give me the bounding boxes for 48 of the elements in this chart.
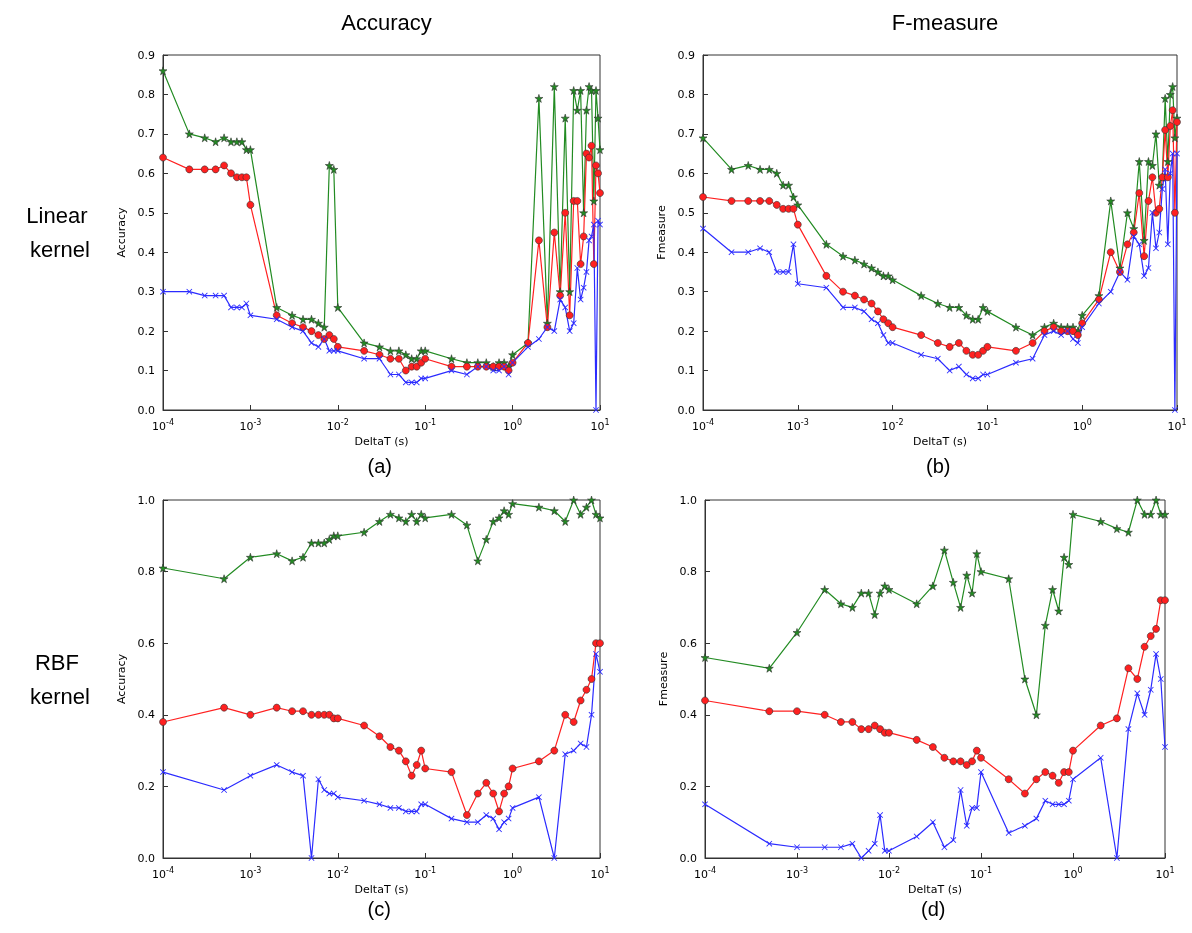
y-tick-label: 0.0 bbox=[677, 403, 695, 417]
y-tick-label: 0.5 bbox=[677, 206, 695, 220]
x-axis-title: DeltaT (s) bbox=[354, 435, 409, 449]
y-axis-title: Fmeasure bbox=[654, 205, 668, 260]
text: (c) bbox=[367, 898, 391, 920]
y-tick-label: 0.0 bbox=[679, 851, 697, 865]
y-tick-label: 0.7 bbox=[137, 127, 155, 141]
x-axis-title: DeltaT (s) bbox=[913, 435, 967, 449]
y-axis-title: Accuracy bbox=[114, 653, 128, 705]
y-axis-title: Accuracy bbox=[114, 206, 128, 258]
y-tick-label: 0.9 bbox=[137, 48, 155, 62]
y-tick-label: 0.0 bbox=[137, 403, 155, 417]
text: (b) bbox=[926, 455, 951, 477]
y-tick-label: 0.4 bbox=[679, 708, 697, 722]
y-tick-label: 0.5 bbox=[137, 206, 155, 220]
y-tick-label: 0.8 bbox=[677, 87, 695, 101]
y-tick-label: 0.4 bbox=[677, 245, 695, 259]
y-tick-label: 0.8 bbox=[137, 565, 155, 579]
y-tick-label: 0.2 bbox=[679, 779, 697, 793]
y-tick-label: 0.9 bbox=[677, 48, 695, 62]
y-tick-label: 0.2 bbox=[677, 324, 695, 338]
y-tick-label: 0.4 bbox=[137, 245, 155, 259]
y-tick-label: 0.6 bbox=[137, 636, 155, 650]
y-tick-label: 0.0 bbox=[137, 851, 155, 865]
text: Linear kernel bbox=[26, 203, 94, 262]
text: (a) bbox=[367, 455, 392, 477]
y-tick-label: 0.3 bbox=[677, 285, 695, 299]
y-tick-label: 0.1 bbox=[137, 364, 155, 378]
text: RBF kernel bbox=[30, 649, 90, 709]
y-tick-label: 0.7 bbox=[677, 127, 695, 141]
y-tick-label: 0.2 bbox=[137, 324, 155, 338]
y-tick-label: 1.0 bbox=[137, 493, 155, 507]
chart-title: F-measure bbox=[891, 9, 999, 35]
y-tick-label: 0.6 bbox=[679, 636, 697, 650]
y-tick-label: 0.6 bbox=[677, 166, 695, 180]
y-axis-title: Fmeasure bbox=[656, 651, 670, 707]
y-tick-label: 0.6 bbox=[137, 166, 155, 180]
chart-title: Accuracy bbox=[341, 9, 432, 35]
y-tick-label: 0.3 bbox=[137, 285, 155, 299]
y-tick-label: 1.0 bbox=[679, 493, 697, 507]
y-tick-label: 0.4 bbox=[137, 708, 155, 722]
y-tick-label: 0.2 bbox=[137, 779, 155, 793]
x-axis-title: DeltaT (s) bbox=[354, 883, 409, 897]
text: (d) bbox=[921, 898, 946, 920]
y-tick-label: 0.8 bbox=[679, 565, 697, 579]
y-tick-label: 0.8 bbox=[137, 87, 155, 101]
y-tick-label: 0.1 bbox=[677, 364, 695, 378]
x-axis-title: DeltaT (s) bbox=[908, 883, 962, 897]
